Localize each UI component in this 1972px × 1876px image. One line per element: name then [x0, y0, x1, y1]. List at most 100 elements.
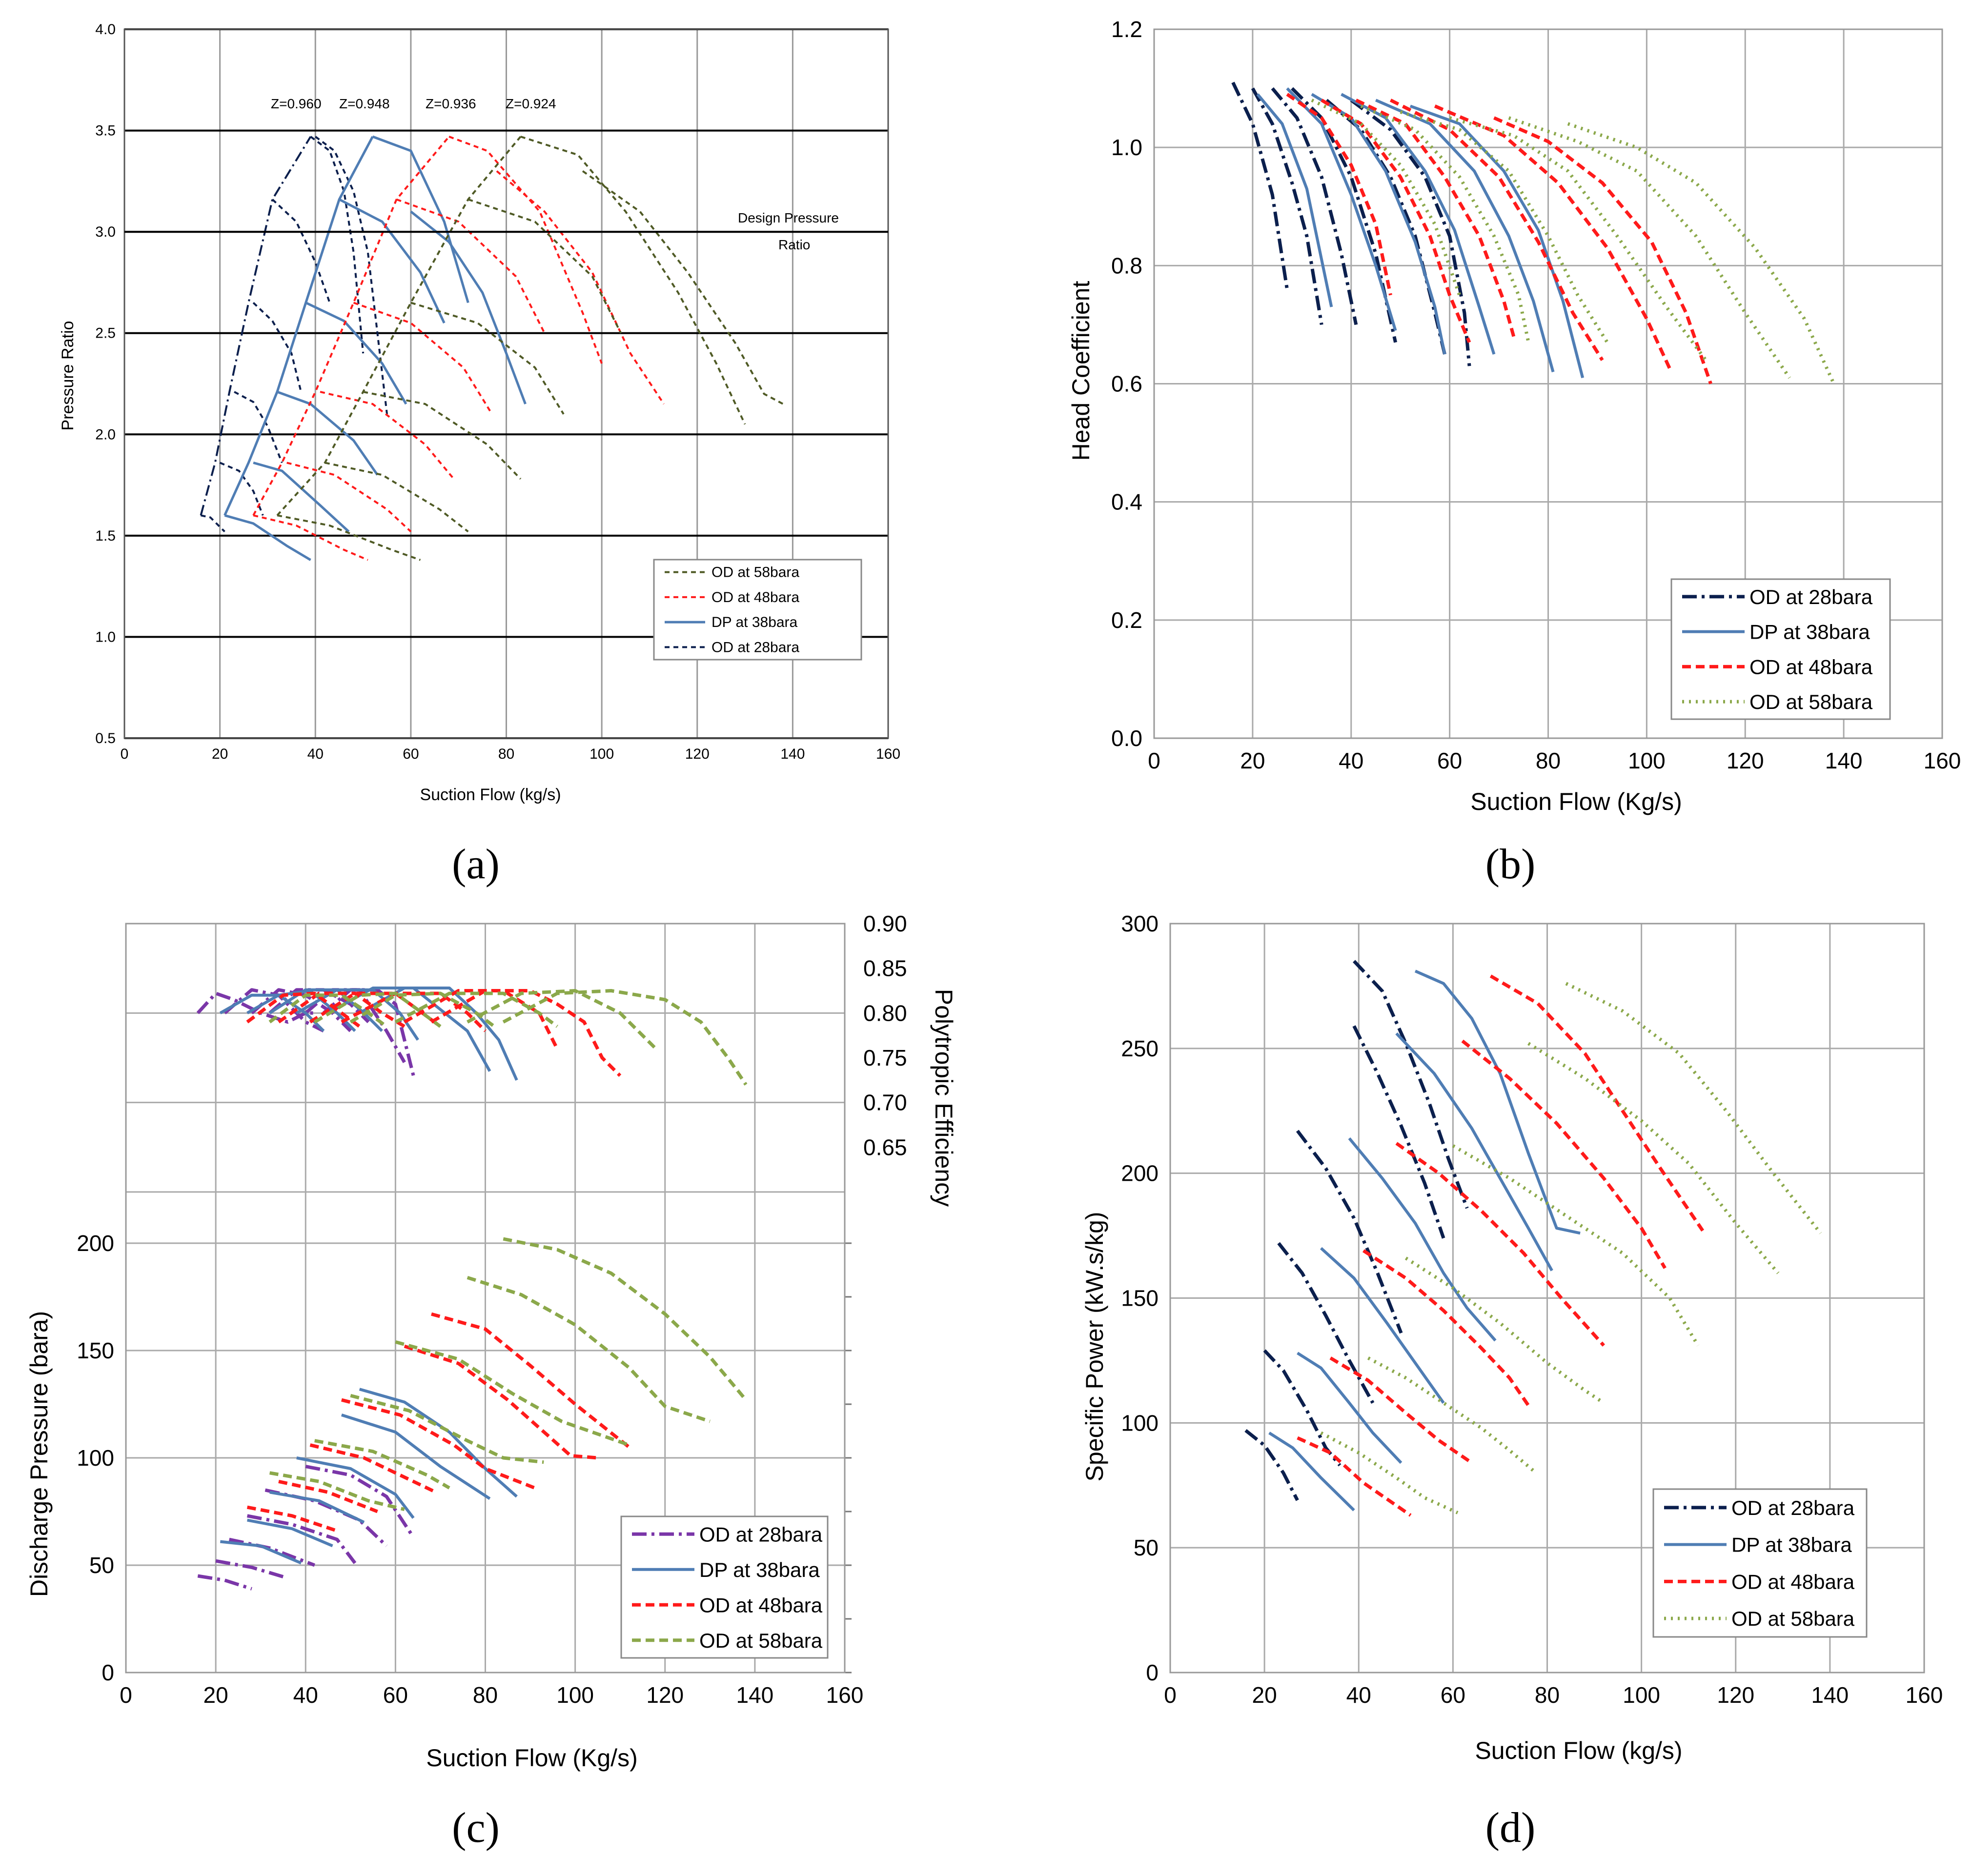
- chart-b-legend: OD at 28bara DP at 38bara OD at 48bara OD a…: [1670, 578, 1891, 720]
- chart-d-x-tick: 100: [1623, 1682, 1660, 1708]
- chart-d-x-tick: 160: [1906, 1682, 1943, 1708]
- chart-b-series-line: [1493, 116, 1712, 384]
- chart-b-series-line: [1286, 93, 1392, 296]
- chart-b-series-line: [1251, 87, 1323, 325]
- chart-a-series-line: [219, 462, 264, 516]
- panel-label-d: (d): [1485, 1804, 1536, 1852]
- chart-c-ylabel: Discharge Pressure (bara): [25, 1311, 53, 1597]
- chart-b-y-tick: 0.4: [1111, 489, 1142, 515]
- chart-c-series-line: [359, 1388, 518, 1498]
- chart-a-series-line: [224, 514, 311, 561]
- chart-d-y-tick: 50: [1134, 1535, 1159, 1560]
- chart-a-x-tick: 140: [780, 746, 805, 762]
- chart-d-series-line: [1320, 1431, 1459, 1514]
- chart-a-x-tick: 160: [876, 746, 900, 762]
- chart-a-legend-label: OD at 58bara: [712, 565, 799, 581]
- chart-d-series-line: [1452, 1144, 1700, 1347]
- chart-b-legend-label: OD at 58bara: [1749, 690, 1873, 713]
- chart-a-series-line: [234, 391, 283, 464]
- chart-b-x-tick: 60: [1437, 748, 1462, 773]
- chart-a-y-tick: 0.5: [95, 730, 116, 746]
- chart-d-series-line: [1329, 1356, 1473, 1465]
- chart-b-legend-label: DP at 38bara: [1749, 621, 1870, 644]
- chart-d-frame: [1169, 923, 1925, 1674]
- chart-b-series-line: [1311, 99, 1462, 296]
- chart-c-x-tick: 100: [556, 1682, 594, 1708]
- chart-c-series-line: [394, 991, 558, 1028]
- chart-c-y-tick: 200: [77, 1230, 114, 1256]
- chart-c-series-line: [322, 988, 415, 1076]
- chart-c-x-tick: 160: [826, 1682, 864, 1708]
- chart-d-x-tick: 0: [1164, 1682, 1177, 1708]
- chart-c-series-line: [314, 1439, 450, 1490]
- chart-d-y-tick: 150: [1121, 1286, 1159, 1311]
- chart-a-x-tick: 40: [307, 746, 324, 762]
- chart-a-xlabel: Suction Flow (kg/s): [420, 786, 561, 804]
- chart-a-series-line: [253, 514, 368, 561]
- chart-c-legend: OD at 28bara DP at 38bara OD at 48bara OD a…: [620, 1515, 829, 1659]
- annotation-z0936: Z=0.936: [426, 96, 476, 111]
- chart-c-series-line: [269, 1491, 365, 1524]
- chart-d-series-line: [1461, 1039, 1667, 1269]
- chart-a-y-tick: 3.0: [95, 224, 116, 240]
- chart-a-series-line: [276, 136, 522, 516]
- chart-d-series-line: [1296, 1130, 1403, 1334]
- chart-c-x-tick: 80: [473, 1682, 498, 1708]
- chart-c-series-line: [215, 1559, 288, 1580]
- chart-a-y-tick: 2.0: [95, 426, 116, 443]
- chart-d-series-line: [1268, 1432, 1355, 1512]
- annotation-design-pressure: Design Pressure: [738, 210, 839, 225]
- panel-label-c: (c): [452, 1804, 500, 1852]
- chart-c-x-tick: 40: [293, 1682, 318, 1708]
- chart-d-x-tick: 20: [1252, 1682, 1277, 1708]
- chart-d-x-tick: 60: [1441, 1682, 1465, 1708]
- chart-c-x-tick: 0: [120, 1682, 132, 1708]
- chart-b-series-line: [1449, 116, 1708, 362]
- chart-c-series-line: [246, 1505, 338, 1533]
- chart-b-legend-label: OD at 28bara: [1749, 585, 1873, 608]
- chart-d-ylabel: Specific Power (kW.s/kg): [1081, 1212, 1108, 1482]
- chart-d-series-line: [1395, 1142, 1606, 1347]
- chart-c-series-line: [467, 989, 657, 1050]
- chart-c-y2label: Polytropic Efficiency: [930, 989, 957, 1207]
- chart-b-x-tick: 100: [1628, 748, 1666, 773]
- chart-b-x-tick: 0: [1148, 748, 1160, 773]
- chart-b-y-tick: 1.2: [1111, 17, 1142, 42]
- chart-c-x-tick: 140: [736, 1682, 774, 1708]
- chart-a: Pressure Ratio Suction Flow (kg/s) Z=0.9…: [59, 21, 900, 804]
- chart-b-series-line: [1567, 122, 1836, 384]
- chart-d-series-line: [1362, 1249, 1530, 1407]
- chart-c-y2-tick: 0.90: [863, 911, 907, 936]
- chart-d-series-line: [1352, 1025, 1445, 1239]
- chart-b-y-tick: 0.0: [1111, 726, 1142, 751]
- chart-a-series-line: [277, 514, 421, 561]
- chart-a-x-tick: 20: [212, 746, 228, 762]
- chart-a-series-line: [271, 199, 331, 303]
- chart-c-series-line: [305, 1465, 415, 1538]
- annotation-ratio: Ratio: [778, 237, 810, 252]
- chart-d-x-tick: 120: [1717, 1682, 1754, 1708]
- chart-d-y-tick: 0: [1146, 1660, 1159, 1685]
- chart-b-legend-box: [1670, 578, 1891, 720]
- chart-c-series-line: [341, 1413, 491, 1500]
- chart-a-y-tick: 1.0: [95, 629, 116, 645]
- chart-a-series-line: [396, 198, 546, 334]
- chart-b-series-line: [1341, 93, 1496, 355]
- panel-label-a: (a): [452, 841, 500, 888]
- chart-c-y-tick: 100: [77, 1445, 114, 1471]
- chart-b-series-line: [1409, 104, 1585, 379]
- chart-c-y-tick: 50: [89, 1553, 114, 1578]
- chart-a-series-line: [277, 390, 379, 476]
- chart-d-series-line: [1353, 960, 1469, 1209]
- chart-a-x-tick: 0: [121, 746, 129, 762]
- chart-d-legend-label: OD at 48bara: [1731, 1570, 1855, 1593]
- chart-c-legend-label: OD at 58bara: [699, 1629, 823, 1652]
- chart-a-ylabel: Pressure Ratio: [59, 321, 77, 431]
- chart-b-x-tick: 20: [1240, 748, 1265, 773]
- chart-c-series-line: [502, 989, 748, 1086]
- chart-c-series-line: [228, 1537, 315, 1567]
- chart-b-series-line: [1360, 104, 1530, 343]
- chart-d-legend-box: [1652, 1488, 1868, 1638]
- chart-a-x-tick: 100: [590, 746, 614, 762]
